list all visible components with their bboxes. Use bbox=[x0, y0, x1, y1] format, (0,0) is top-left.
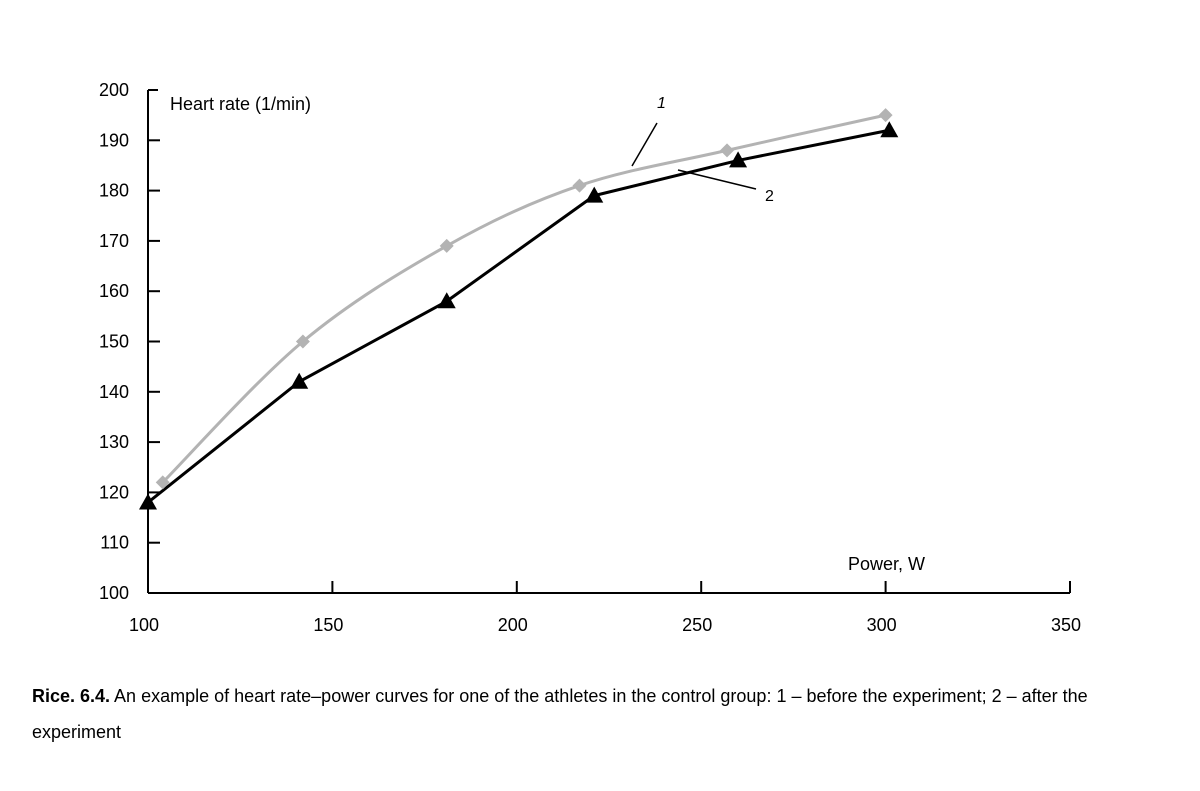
series-1-point bbox=[572, 178, 587, 193]
series-2-point bbox=[437, 292, 456, 309]
x-tick-label: 100 bbox=[129, 615, 159, 635]
curve-labels: 12 bbox=[631, 95, 774, 205]
series-2-label: 2 bbox=[765, 188, 774, 205]
series-1-point bbox=[295, 334, 310, 349]
y-tick-label: 160 bbox=[99, 281, 129, 301]
x-tick-label: 150 bbox=[313, 615, 343, 635]
series-1-point bbox=[878, 108, 893, 123]
series-2-point bbox=[139, 493, 157, 510]
y-tick-label: 110 bbox=[100, 533, 129, 553]
series-2-leader bbox=[677, 169, 757, 190]
series-1-line bbox=[161, 113, 886, 484]
y-tick-label: 180 bbox=[99, 181, 129, 201]
y-tick-label: 100 bbox=[99, 583, 129, 603]
series-2-point bbox=[585, 186, 604, 203]
x-tick-label: 200 bbox=[498, 615, 528, 635]
y-tick-label: 130 bbox=[99, 432, 129, 452]
y-axis-title: Heart rate (1/min) bbox=[170, 94, 311, 114]
x-tick-label: 350 bbox=[1051, 615, 1081, 635]
series-1-point bbox=[720, 143, 735, 158]
series-1-point bbox=[155, 475, 170, 490]
y-tick-label: 190 bbox=[99, 130, 129, 150]
y-tick-label: 120 bbox=[99, 482, 129, 502]
caption-lead: Rice. 6.4. bbox=[32, 686, 111, 706]
x-tick-label: 250 bbox=[682, 615, 712, 635]
figure-caption: Rice. 6.4. An example of heart rate–powe… bbox=[32, 678, 1172, 750]
curves bbox=[147, 113, 890, 504]
y-tick-label: 200 bbox=[99, 80, 129, 100]
caption-text: An example of heart rate–power curves fo… bbox=[32, 686, 1088, 742]
series-2-point bbox=[290, 372, 309, 389]
heart-rate-power-chart: 100 110 120 130 140 150 160 170 180 190 200 100 150 2… bbox=[99, 80, 1081, 635]
x-axis-title: Power, W bbox=[848, 554, 925, 574]
series-1-label: 1 bbox=[657, 95, 666, 112]
series-1-point bbox=[439, 238, 454, 253]
axes: 100 110 120 130 140 150 160 170 180 190 200 100 150 2… bbox=[99, 80, 1081, 635]
x-tick-label: 300 bbox=[867, 615, 897, 635]
series-2-point bbox=[880, 121, 899, 138]
series-1-leader bbox=[631, 122, 658, 167]
series-2-line bbox=[147, 128, 890, 504]
y-tick-label: 170 bbox=[99, 231, 129, 251]
series-2-point bbox=[729, 151, 748, 168]
y-tick-label: 150 bbox=[99, 332, 129, 352]
markers bbox=[139, 108, 899, 510]
y-tick-label: 140 bbox=[99, 382, 129, 402]
